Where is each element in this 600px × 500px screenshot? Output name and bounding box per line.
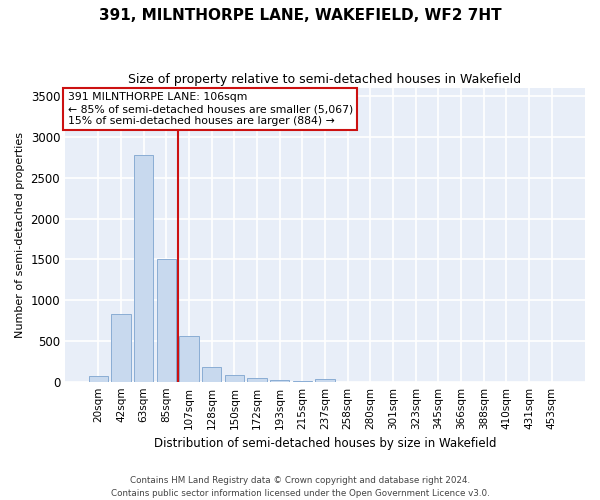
Bar — [89, 376, 108, 382]
Bar — [225, 375, 244, 382]
Bar — [270, 380, 289, 382]
Bar — [157, 258, 176, 382]
Bar — [179, 336, 199, 382]
Bar — [134, 155, 153, 382]
X-axis label: Distribution of semi-detached houses by size in Wakefield: Distribution of semi-detached houses by … — [154, 437, 496, 450]
Text: Contains HM Land Registry data © Crown copyright and database right 2024.
Contai: Contains HM Land Registry data © Crown c… — [110, 476, 490, 498]
Bar — [247, 378, 266, 382]
Bar — [202, 368, 221, 382]
Title: Size of property relative to semi-detached houses in Wakefield: Size of property relative to semi-detach… — [128, 72, 521, 86]
Bar — [112, 314, 131, 382]
Text: 391 MILNTHORPE LANE: 106sqm
← 85% of semi-detached houses are smaller (5,067)
15: 391 MILNTHORPE LANE: 106sqm ← 85% of sem… — [68, 92, 353, 126]
Bar — [316, 379, 335, 382]
Text: 391, MILNTHORPE LANE, WAKEFIELD, WF2 7HT: 391, MILNTHORPE LANE, WAKEFIELD, WF2 7HT — [98, 8, 502, 22]
Y-axis label: Number of semi-detached properties: Number of semi-detached properties — [15, 132, 25, 338]
